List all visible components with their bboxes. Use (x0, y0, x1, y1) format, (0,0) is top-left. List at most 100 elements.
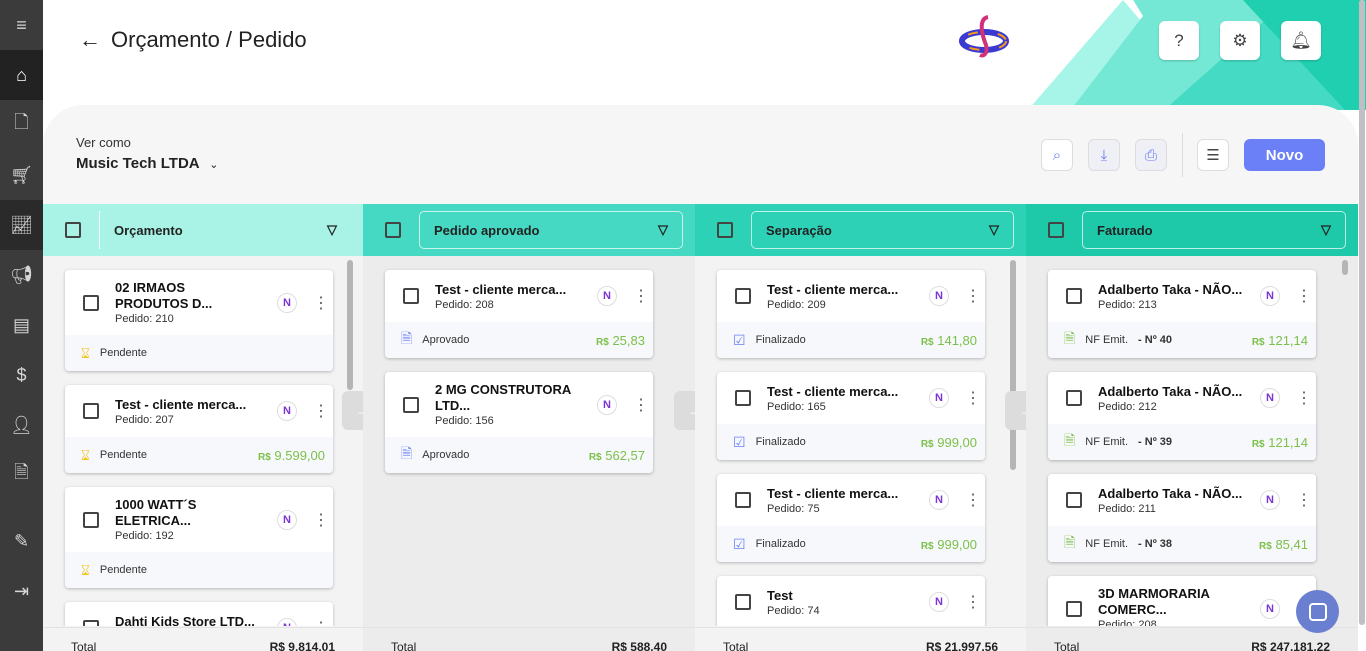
card-checkbox[interactable] (1066, 288, 1082, 304)
status-text: NF Emit. (1085, 334, 1129, 346)
sales-chart-icon-glyph: 📈︎ (10, 214, 33, 235)
sidebar-item-user-edit[interactable]: user-edit-icon✎ (0, 516, 43, 566)
sidebar-item-dollar[interactable]: dollar-icon$ (0, 350, 43, 400)
order-card[interactable]: 02 IRMAOS PRODUTOS D... Pedido: 210 N ⋮ ⌛︎… (65, 270, 333, 371)
more-options-icon[interactable]: ⋮ (633, 288, 649, 305)
card-checkbox[interactable] (735, 594, 751, 610)
page-scrollbar-thumb[interactable] (1359, 0, 1365, 625)
value-amount: 25,83 (612, 332, 645, 348)
column-scrollbar[interactable] (1010, 260, 1016, 470)
more-options-icon[interactable]: ⋮ (965, 390, 981, 407)
settings-button[interactable]: ⚙ (1220, 21, 1260, 60)
column-title-box[interactable]: Orçamento ▽ (99, 211, 351, 249)
music-logo (959, 15, 1009, 58)
sidebar-item-menu[interactable]: menu-icon≡ (0, 0, 43, 50)
column-title-box[interactable]: Pedido aprovado ▽ (419, 211, 683, 249)
filter-icon[interactable]: ▽ (658, 222, 668, 237)
order-card[interactable]: Test - cliente merca... Pedido: 165 N ⋮ ☑ … (717, 372, 985, 460)
card-checkbox[interactable] (735, 390, 751, 406)
customer-name: Dahti Kids Store LTD... (115, 613, 255, 627)
card-checkbox[interactable] (83, 620, 99, 626)
page-scrollbar[interactable] (1359, 0, 1365, 625)
more-options-icon[interactable]: ⋮ (313, 294, 329, 312)
filter-icon[interactable]: ▽ (1321, 222, 1331, 237)
view-as-label: Ver como (76, 135, 131, 150)
card-checkbox[interactable] (403, 288, 419, 304)
file-check-icon: 🗎︎ (401, 330, 413, 346)
card-checkbox[interactable] (1066, 492, 1082, 508)
select-all-checkbox[interactable] (65, 222, 81, 238)
order-card[interactable]: Test Pedido: 74 N ⋮ (717, 576, 985, 626)
order-card[interactable]: 3D MARMORARIA COMERC...Pedido: 208 N ⋮ (1048, 576, 1316, 626)
sidebar-item-file[interactable]: file-icon🗎︎ (0, 450, 43, 500)
sidebar-item-home[interactable]: home-icon⌂ (0, 50, 43, 100)
order-card[interactable]: Test - cliente merca... Pedido: 209 N ⋮ ☑ … (717, 270, 985, 358)
card-footer: ☑ Finalizado R$ 999,00 (717, 424, 985, 460)
search-button[interactable]: ⌕ (1041, 139, 1073, 171)
order-card[interactable]: Test - cliente merca... Pedido: 207 N ⋮ ⌛︎… (65, 385, 333, 473)
order-card[interactable]: 2 MG CONSTRUTORA LTD... Pedido: 156 N ⋮ 🗎︎… (385, 372, 653, 473)
order-card[interactable]: Adalberto Taka - NÃO... Pedido: 213 N ⋮ 🗎︎… (1048, 270, 1316, 358)
card-checkbox[interactable] (1066, 600, 1082, 617)
order-number: Pedido: 212 (1098, 400, 1157, 413)
sidebar-item-logout[interactable]: logout-icon⇥ (0, 566, 43, 616)
order-card[interactable]: 1000 WATT´S ELETRICA... Pedido: 192 N ⋮ ⌛︎… (65, 487, 333, 588)
marketplace-badge-icon: N (1260, 598, 1280, 619)
more-options-icon[interactable]: ⋮ (313, 511, 329, 529)
column-scrollbar[interactable] (347, 260, 353, 390)
home-icon-glyph: ⌂ (16, 64, 27, 85)
divider (1182, 133, 1183, 177)
status-text: Aprovado (422, 334, 470, 346)
select-all-checkbox[interactable] (385, 222, 401, 238)
column-scrollbar[interactable] (1342, 260, 1348, 275)
sidebar-item-files[interactable]: files-icon▤ (0, 300, 43, 350)
sidebar-item-cart[interactable]: cart-icon🛒︎ (0, 150, 43, 200)
card-checkbox[interactable] (403, 396, 419, 413)
print-button[interactable]: ⎙ (1135, 139, 1167, 171)
filter-icon[interactable]: ▽ (327, 222, 337, 237)
more-options-icon[interactable]: ⋮ (1296, 492, 1312, 509)
status-text: Finalizado (755, 538, 806, 550)
more-options-icon[interactable]: ⋮ (1296, 288, 1312, 305)
order-card[interactable]: Test - cliente merca... Pedido: 208 N ⋮ 🗎︎… (385, 270, 653, 358)
column-title-box[interactable]: Faturado ▽ (1082, 211, 1346, 249)
filter-icon[interactable]: ▽ (989, 222, 999, 237)
card-checkbox[interactable] (83, 294, 99, 311)
status-text: Pendente (99, 564, 147, 576)
more-options-icon[interactable]: ⋮ (313, 618, 329, 626)
status-text: Pendente (99, 347, 147, 359)
column-title-box[interactable]: Separação ▽ (751, 211, 1014, 249)
card-checkbox[interactable] (83, 511, 99, 528)
sidebar-item-user-lock[interactable]: user-lock-icon👤︎ (0, 400, 43, 450)
order-card[interactable]: Adalberto Taka - NÃO... Pedido: 211 N ⋮ 🗎︎… (1048, 474, 1316, 562)
more-options-icon[interactable]: ⋮ (313, 403, 329, 420)
card-checkbox[interactable] (83, 403, 99, 419)
list-view-button[interactable]: ☰ (1197, 139, 1229, 171)
sidebar-item-document-add[interactable]: document-add-icon🗋︎ (0, 100, 43, 150)
more-options-icon[interactable]: ⋮ (965, 288, 981, 305)
more-options-icon[interactable]: ⋮ (633, 396, 649, 414)
back-arrow-icon[interactable]: ← (79, 27, 101, 52)
more-options-icon[interactable]: ⋮ (965, 492, 981, 509)
card-checkbox[interactable] (735, 492, 751, 508)
value-amount: 9.599,00 (274, 447, 325, 463)
notifications-button[interactable]: 🔔︎ (1281, 21, 1321, 60)
new-button[interactable]: Novo (1244, 139, 1325, 171)
order-card[interactable]: Test - cliente merca... Pedido: 75 N ⋮ ☑ F… (717, 474, 985, 562)
card-checkbox[interactable] (1066, 390, 1082, 406)
card-checkbox[interactable] (735, 288, 751, 304)
sidebar-item-megaphone[interactable]: megaphone-icon📢︎ (0, 250, 43, 300)
sidebar-item-sales-chart[interactable]: sales-chart-icon📈︎ (0, 200, 43, 250)
value-amount: 121,14 (1268, 332, 1308, 348)
order-card[interactable]: Adalberto Taka - NÃO... Pedido: 212 N ⋮ 🗎︎… (1048, 372, 1316, 460)
select-all-checkbox[interactable] (717, 222, 733, 238)
order-card[interactable]: Dahti Kids Store LTD...Pedido: 186 N ⋮ (65, 602, 333, 626)
company-select[interactable]: Music Tech LTDA ⌄ (76, 155, 218, 172)
download-button[interactable]: ⤓ (1088, 139, 1120, 171)
more-options-icon[interactable]: ⋮ (965, 594, 981, 611)
chat-button[interactable] (1296, 590, 1339, 633)
help-button[interactable]: ? (1159, 21, 1199, 60)
select-all-checkbox[interactable] (1048, 222, 1064, 238)
more-options-icon[interactable]: ⋮ (1296, 390, 1312, 407)
nf-icon: 🗎︎ (1064, 330, 1076, 346)
